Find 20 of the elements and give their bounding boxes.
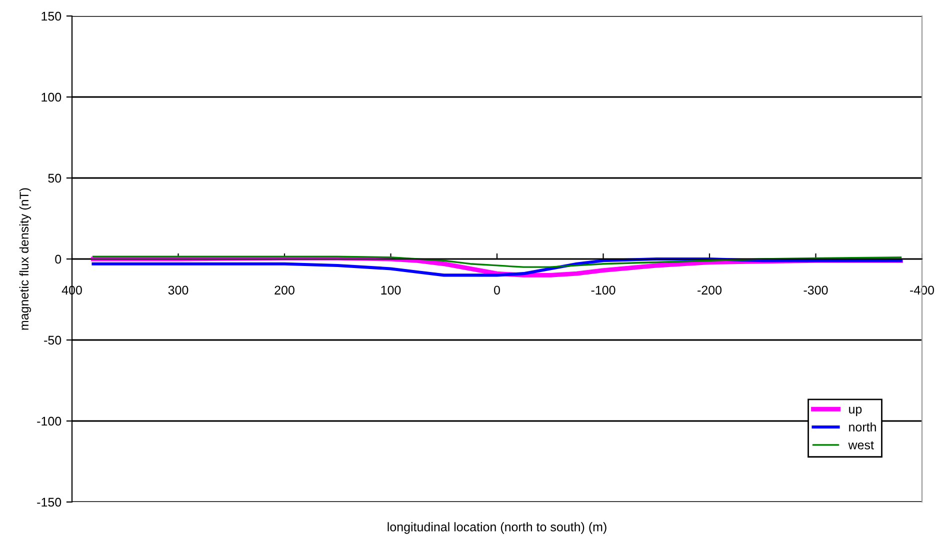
y-tick-label: -150 [37,498,62,507]
x-tick-label: 200 [274,286,294,295]
legend-label: up [849,406,862,416]
y-tick-label: 50 [48,174,62,183]
legend-label: north [849,422,876,432]
x-tick-label: 100 [381,286,401,295]
x-tick-label: -100 [591,286,616,295]
x-tick-label: -300 [804,286,828,295]
y-axis-title: magnetic flux density (nT) [19,188,32,330]
x-tick-label: -200 [698,286,722,295]
line-series [92,256,902,268]
x-axis-title: longitudinal location (north to south) (m) [388,522,606,534]
legend-label: west [848,441,874,450]
y-tick-label: 150 [42,12,62,21]
y-tick-label: -50 [44,336,62,345]
y-tick-label: -100 [37,416,62,426]
x-tick-label: 300 [168,286,188,295]
y-tick-label: 0 [55,254,62,264]
x-tick-label: 0 [494,286,500,295]
y-tick-label: 100 [42,92,62,102]
